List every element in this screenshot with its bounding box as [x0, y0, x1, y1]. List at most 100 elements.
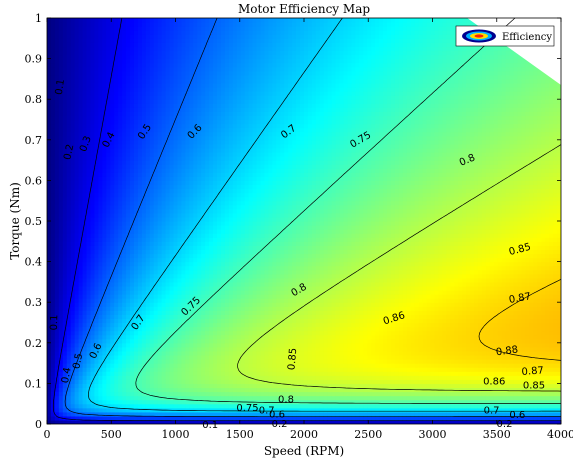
- heatmap-cell: [189, 50, 194, 56]
- heatmap-cell: [220, 277, 226, 283]
- heatmap-cell: [98, 253, 103, 259]
- heatmap-cell: [110, 419, 115, 424]
- heatmap-cell: [149, 160, 155, 165]
- heatmap-cell: [58, 249, 64, 255]
- heatmap-cell: [110, 318, 115, 324]
- heatmap-cell: [114, 172, 119, 177]
- heatmap-cell: [217, 411, 222, 417]
- heatmap-cell: [78, 91, 84, 96]
- heatmap-cell: [54, 342, 60, 348]
- heatmap-cell: [86, 415, 92, 421]
- heatmap-cell: [94, 192, 99, 198]
- heatmap-cell: [189, 147, 194, 153]
- heatmap-cell: [165, 306, 171, 311]
- heatmap-cell: [130, 111, 135, 117]
- heatmap-cell: [106, 168, 111, 173]
- heatmap-cell: [98, 273, 103, 279]
- heatmap-cell: [189, 184, 194, 190]
- heatmap-cell: [126, 411, 131, 417]
- heatmap-cell: [185, 403, 190, 409]
- heatmap-cell: [126, 229, 131, 234]
- heatmap-cell: [217, 367, 222, 372]
- heatmap-cell: [110, 221, 115, 226]
- heatmap-cell: [149, 290, 155, 295]
- heatmap-cell: [133, 139, 139, 145]
- heatmap-cell: [126, 26, 131, 31]
- heatmap-cell: [201, 204, 206, 210]
- heatmap-cell: [173, 403, 179, 409]
- heatmap-cell: [54, 391, 60, 397]
- heatmap-cell: [185, 261, 190, 267]
- heatmap-cell: [82, 62, 88, 68]
- heatmap-cell: [70, 375, 76, 380]
- heatmap-cell: [58, 306, 64, 311]
- heatmap-cell: [62, 58, 68, 64]
- heatmap-cell: [193, 399, 198, 405]
- heatmap-cell: [220, 160, 226, 165]
- heatmap-cell: [193, 285, 198, 291]
- heatmap-cell: [149, 164, 155, 169]
- heatmap-cell: [122, 306, 127, 311]
- heatmap-cell: [50, 261, 56, 267]
- heatmap-cell: [149, 375, 155, 380]
- heatmap-cell: [94, 334, 99, 340]
- heatmap-cell: [130, 241, 135, 246]
- heatmap-cell: [217, 359, 222, 364]
- heatmap-cell: [47, 310, 52, 315]
- heatmap-cell: [213, 192, 218, 198]
- heatmap-cell: [185, 306, 190, 311]
- heatmap-cell: [201, 91, 206, 96]
- heatmap-cell: [102, 269, 107, 275]
- heatmap-cell: [185, 367, 190, 372]
- heatmap-cell: [86, 91, 92, 96]
- heatmap-cell: [118, 391, 123, 397]
- heatmap-cell: [78, 265, 84, 271]
- heatmap-cell: [236, 18, 242, 23]
- heatmap-cell: [86, 188, 92, 194]
- heatmap-cell: [133, 127, 139, 133]
- heatmap-cell: [145, 99, 151, 104]
- heatmap-cell: [236, 241, 242, 246]
- heatmap-cell: [201, 415, 206, 421]
- heatmap-cell: [110, 265, 115, 271]
- heatmap-cell: [50, 95, 56, 100]
- heatmap-cell: [197, 192, 202, 198]
- heatmap-cell: [224, 395, 230, 401]
- heatmap-cell: [86, 151, 92, 157]
- heatmap-cell: [173, 196, 179, 202]
- heatmap-cell: [58, 135, 64, 141]
- heatmap-cell: [220, 225, 226, 230]
- heatmap-cell: [98, 395, 103, 401]
- heatmap-cell: [153, 273, 159, 279]
- heatmap-cell: [145, 30, 151, 35]
- heatmap-cell: [197, 42, 202, 48]
- heatmap-cell: [177, 119, 183, 125]
- heatmap-cell: [62, 127, 68, 133]
- heatmap-cell: [98, 269, 103, 275]
- heatmap-cell: [209, 131, 214, 137]
- heatmap-cell: [181, 127, 186, 133]
- heatmap-cell: [94, 62, 99, 68]
- heatmap-cell: [94, 415, 99, 421]
- heatmap-cell: [169, 200, 175, 206]
- heatmap-cell: [54, 160, 60, 165]
- heatmap-cell: [70, 318, 76, 324]
- heatmap-cell: [133, 350, 139, 356]
- heatmap-cell: [240, 318, 246, 324]
- heatmap-cell: [114, 95, 119, 100]
- heatmap-cell: [118, 188, 123, 194]
- heatmap-cell: [213, 156, 218, 161]
- heatmap-cell: [50, 18, 56, 23]
- heatmap-cell: [106, 233, 111, 238]
- heatmap-cell: [181, 42, 186, 48]
- heatmap-cell: [205, 66, 210, 72]
- heatmap-cell: [74, 225, 80, 230]
- heatmap-cell: [50, 330, 56, 336]
- heatmap-cell: [47, 204, 52, 210]
- heatmap-cell: [126, 419, 131, 424]
- heatmap-cell: [94, 34, 99, 39]
- heatmap-cell: [54, 212, 60, 218]
- heatmap-cell: [133, 131, 139, 137]
- heatmap-cell: [161, 346, 167, 352]
- heatmap-cell: [66, 261, 72, 267]
